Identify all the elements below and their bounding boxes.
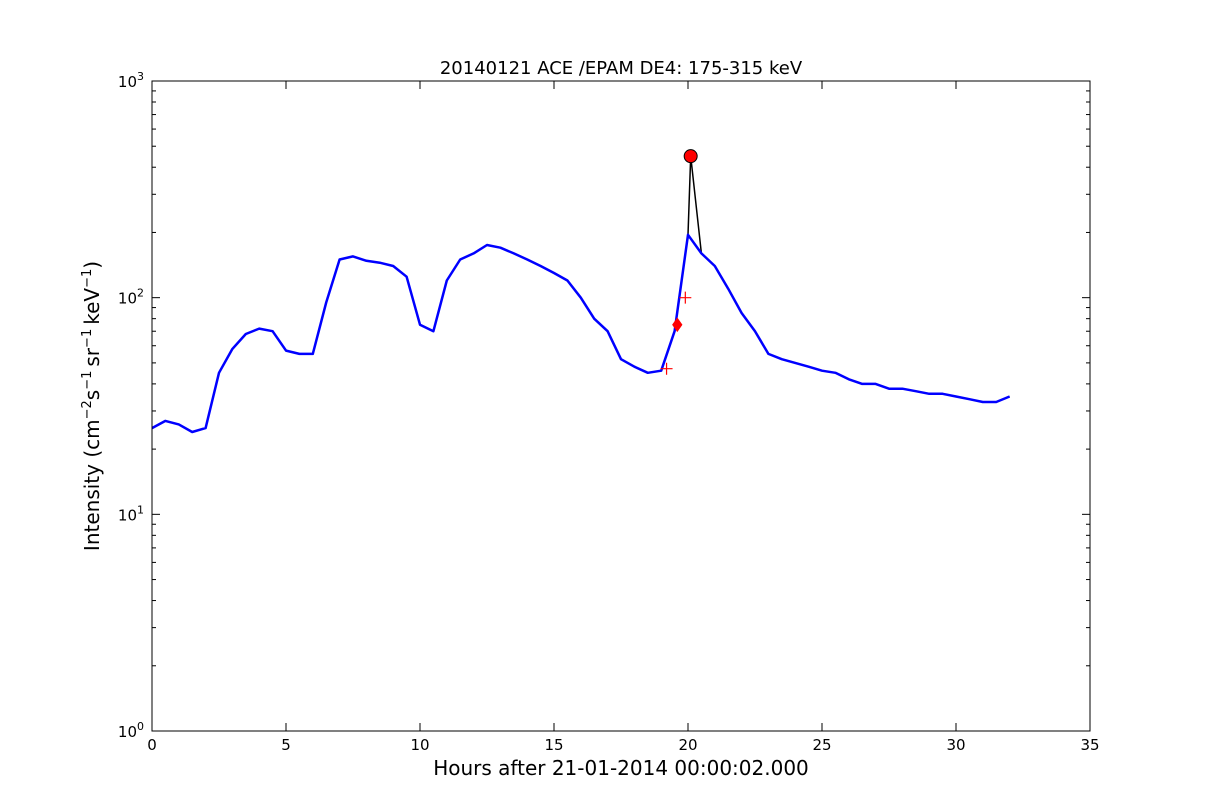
x-axis-label: Hours after 21-01-2014 00:00:02.000: [433, 756, 809, 780]
y-tick-label: 103: [118, 70, 144, 91]
axes-frame: [151, 80, 1091, 732]
marker-diamond-2: [672, 317, 683, 333]
y-tick-label: 101: [118, 503, 144, 524]
x-tick-label: 35: [1080, 736, 1099, 754]
x-tick-label: 30: [946, 736, 965, 754]
y-axis: 100 101 102 103: [118, 70, 1090, 741]
y-tick-label: 100: [118, 720, 144, 741]
x-tick-label: 0: [147, 736, 157, 754]
plot-area: 0 5 10 15 20 25 30 35 100 101 102 103: [118, 70, 1100, 754]
marker-layer: [660, 149, 698, 375]
x-tick-label: 5: [281, 736, 291, 754]
x-axis: 0 5 10 15 20 25 30 35: [147, 81, 1100, 754]
series-line-2: [151, 233, 1011, 434]
x-tick-label: 25: [812, 736, 831, 754]
x-tick-label: 20: [678, 736, 697, 754]
series-layer: [151, 155, 1011, 434]
chart-title: 20140121 ACE /EPAM DE4: 175-315 keV: [440, 58, 803, 79]
x-tick-label: 10: [410, 736, 429, 754]
y-axis-label: Intensity (cm−2s−1sr−1keV−1): [80, 261, 104, 551]
marker-plus-4: [679, 291, 692, 304]
x-tick-label: 15: [544, 736, 563, 754]
marker-circle-1: [683, 149, 698, 164]
marker-plus-3: [660, 362, 673, 375]
y-tick-label: 102: [118, 287, 144, 308]
